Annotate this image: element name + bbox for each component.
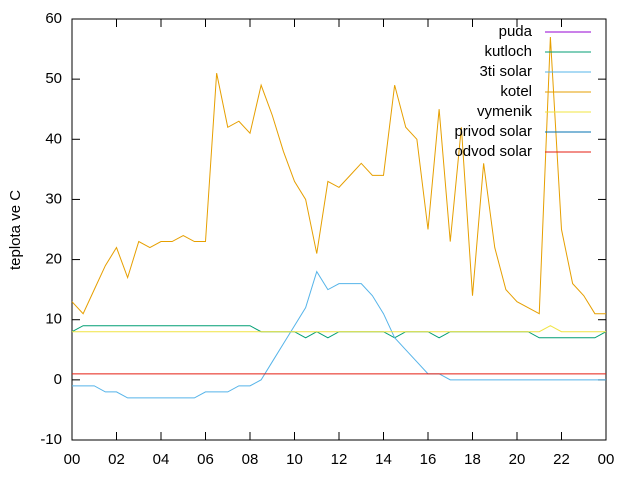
x-tick-label: 08 xyxy=(242,451,259,468)
y-tick-label: 60 xyxy=(45,10,62,27)
y-tick-label: -10 xyxy=(40,431,62,448)
legend-label: vymenik xyxy=(477,103,533,120)
legend-label: kotel xyxy=(500,83,532,100)
legend-label: privod solar xyxy=(454,123,532,140)
legend-label: kutloch xyxy=(484,43,532,60)
data-line xyxy=(72,325,606,333)
y-axis-label: teplota ve C xyxy=(7,190,24,270)
x-tick-label: 10 xyxy=(286,451,303,468)
x-tick-label: 16 xyxy=(420,451,437,468)
data-line xyxy=(72,270,606,399)
legend-label: odvod solar xyxy=(454,143,532,160)
x-tick-label: 02 xyxy=(108,451,125,468)
data-line xyxy=(71,37,606,315)
y-tick-label: 0 xyxy=(54,371,62,388)
x-tick-label: 04 xyxy=(153,451,170,468)
x-tick-label: 22 xyxy=(553,451,570,468)
x-tick-label: 00 xyxy=(598,451,615,468)
y-tick-label: 40 xyxy=(45,130,62,147)
x-tick-label: 18 xyxy=(464,451,481,468)
y-tick-label: 50 xyxy=(45,70,62,87)
x-tick-label: 20 xyxy=(509,451,526,468)
y-tick-label: 30 xyxy=(45,190,62,207)
legend-label: puda xyxy=(499,23,533,40)
x-tick-label: 06 xyxy=(197,451,214,468)
x-tick-label: 00 xyxy=(64,451,81,468)
x-tick-label: 12 xyxy=(331,451,348,468)
y-tick-label: 10 xyxy=(45,311,62,328)
x-tick-label: 14 xyxy=(375,451,392,468)
y-tick-label: 20 xyxy=(45,251,62,268)
legend-label: 3ti solar xyxy=(479,63,532,80)
